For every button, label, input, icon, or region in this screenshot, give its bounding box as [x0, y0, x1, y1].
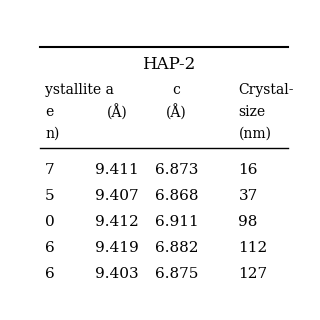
Text: 6.868: 6.868 [155, 189, 198, 203]
Text: 6: 6 [45, 267, 55, 281]
Text: (Å): (Å) [166, 104, 187, 120]
Text: ystallite a: ystallite a [45, 83, 114, 97]
Text: 6.882: 6.882 [155, 241, 198, 255]
Text: c: c [172, 83, 180, 97]
Text: 9.403: 9.403 [95, 267, 139, 281]
Text: HAP-2: HAP-2 [142, 56, 196, 73]
Text: 6.875: 6.875 [155, 267, 198, 281]
Text: 127: 127 [238, 267, 268, 281]
Text: 37: 37 [238, 189, 258, 203]
Text: 9.411: 9.411 [95, 163, 139, 177]
Text: n): n) [45, 126, 59, 140]
Text: 6.911: 6.911 [155, 215, 198, 229]
Text: 6: 6 [45, 241, 55, 255]
Text: 6.873: 6.873 [155, 163, 198, 177]
Text: 9.419: 9.419 [95, 241, 139, 255]
Text: 9.407: 9.407 [95, 189, 139, 203]
Text: 16: 16 [238, 163, 258, 177]
Text: (Å): (Å) [107, 104, 127, 120]
Text: 7: 7 [45, 163, 55, 177]
Text: Crystal-: Crystal- [238, 83, 294, 97]
Text: 112: 112 [238, 241, 268, 255]
Text: size: size [238, 105, 266, 119]
Text: 0: 0 [45, 215, 55, 229]
Text: 98: 98 [238, 215, 258, 229]
Text: (nm): (nm) [238, 126, 271, 140]
Text: 9.412: 9.412 [95, 215, 139, 229]
Text: e: e [45, 105, 53, 119]
Text: 5: 5 [45, 189, 55, 203]
